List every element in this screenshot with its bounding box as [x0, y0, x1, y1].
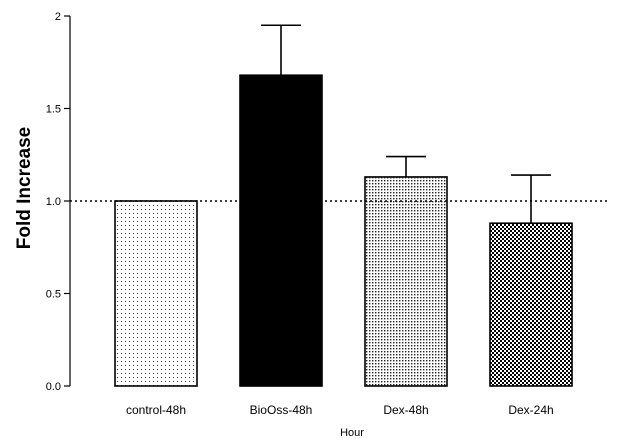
x-category-labels: control-48h BioOss-48h Dex-48h Dex-24h	[126, 403, 554, 417]
x-tick-label: BioOss-48h	[250, 403, 313, 417]
error-bars	[261, 24, 551, 224]
y-tick-label: 2	[55, 11, 61, 23]
bars	[114, 74, 573, 387]
y-tick-label: 0.0	[46, 381, 61, 393]
y-tick-label: 1.5	[46, 104, 61, 116]
bar-control-48h	[114, 200, 198, 387]
bar-dex-48h	[364, 176, 448, 387]
x-axis-label: Hour	[340, 427, 364, 439]
x-tick-label: Dex-48h	[383, 403, 428, 417]
bar-biooss-48h	[239, 74, 323, 387]
bar-dex-24h	[489, 222, 573, 387]
x-tick-label: Dex-24h	[508, 403, 553, 417]
y-tick-label: 1.0	[46, 196, 61, 208]
y-tick-label: 0.5	[46, 289, 61, 301]
x-tick-label: control-48h	[126, 403, 186, 417]
y-axis-label: Fold Increase	[14, 127, 35, 250]
y-axis: 0.0 0.5 1.0 1.5 2	[46, 11, 71, 393]
